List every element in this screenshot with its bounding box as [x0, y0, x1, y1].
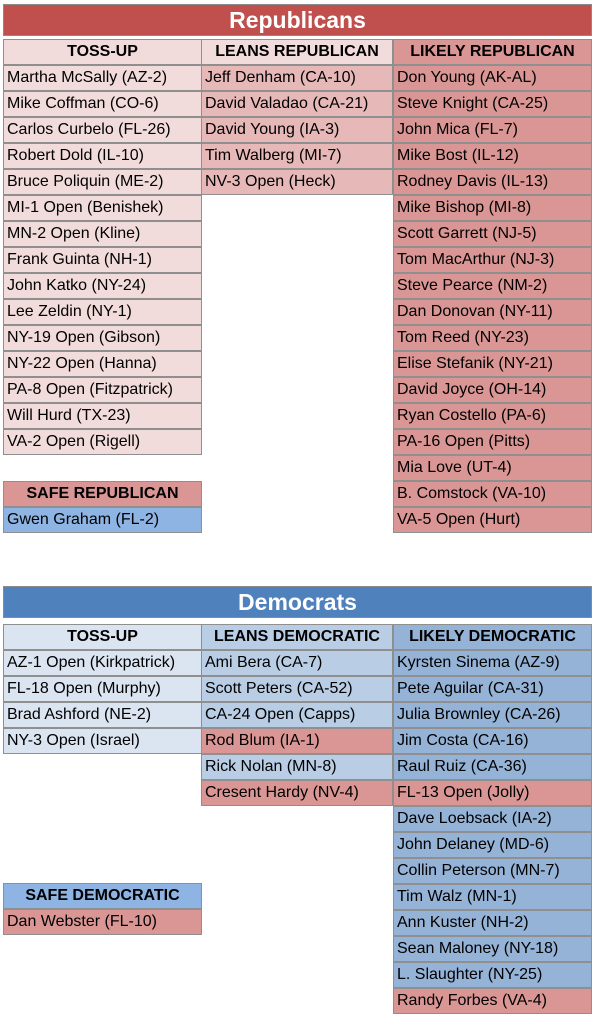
likely-seat: John Mica (FL-7) — [393, 117, 592, 143]
column-header-tossup: TOSS-UP — [3, 39, 202, 65]
tossup-seat: NY-22 Open (Hanna) — [3, 351, 202, 377]
leans-seat: Ami Bera (CA-7) — [201, 650, 393, 676]
tossup-seat: Mike Coffman (CO-6) — [3, 91, 202, 117]
tossup-seat: Frank Guinta (NH-1) — [3, 247, 202, 273]
column-header-leans: LEANS DEMOCRATIC — [201, 624, 393, 650]
likely-seat: Randy Forbes (VA-4) — [393, 988, 592, 1014]
tossup-seat: Lee Zeldin (NY-1) — [3, 299, 202, 325]
likely-seat: Julia Brownley (CA-26) — [393, 702, 592, 728]
leans-seat: Rick Nolan (MN-8) — [201, 754, 393, 780]
tossup-seat: MI-1 Open (Benishek) — [3, 195, 202, 221]
tossup-seat: Bruce Poliquin (ME-2) — [3, 169, 202, 195]
tossup-seat: NY-19 Open (Gibson) — [3, 325, 202, 351]
safe-seat: Gwen Graham (FL-2) — [3, 507, 202, 533]
safe-seat: Dan Webster (FL-10) — [3, 909, 202, 935]
tossup-seat: Martha McSally (AZ-2) — [3, 65, 202, 91]
likely-seat: Jim Costa (CA-16) — [393, 728, 592, 754]
republicans-title: Republicans — [3, 4, 592, 36]
leans-seat: Cresent Hardy (NV-4) — [201, 780, 393, 806]
likely-seat: Ann Kuster (NH-2) — [393, 910, 592, 936]
likely-seat: Tom MacArthur (NJ-3) — [393, 247, 592, 273]
likely-seat: David Joyce (OH-14) — [393, 377, 592, 403]
leans-seat: David Valadao (CA-21) — [201, 91, 393, 117]
likely-seat: FL-13 Open (Jolly) — [393, 780, 592, 806]
column-header-likely: LIKELY REPUBLICAN — [393, 39, 592, 65]
democrats-title: Democrats — [3, 586, 592, 618]
leans-seat: Tim Walberg (MI-7) — [201, 143, 393, 169]
tossup-seat: MN-2 Open (Kline) — [3, 221, 202, 247]
likely-seat: John Delaney (MD-6) — [393, 832, 592, 858]
likely-seat: Mia Love (UT-4) — [393, 455, 592, 481]
likely-seat: Collin Peterson (MN-7) — [393, 858, 592, 884]
leans-seat: David Young (IA-3) — [201, 117, 393, 143]
likely-seat: Rodney Davis (IL-13) — [393, 169, 592, 195]
likely-seat: Tim Walz (MN-1) — [393, 884, 592, 910]
tossup-seat: PA-8 Open (Fitzpatrick) — [3, 377, 202, 403]
likely-seat: Don Young (AK-AL) — [393, 65, 592, 91]
tossup-seat: NY-3 Open (Israel) — [3, 728, 202, 754]
leans-seat: CA-24 Open (Capps) — [201, 702, 393, 728]
likely-seat: Scott Garrett (NJ-5) — [393, 221, 592, 247]
column-header-likely: LIKELY DEMOCRATIC — [393, 624, 592, 650]
likely-seat: Steve Pearce (NM-2) — [393, 273, 592, 299]
likely-seat: Sean Maloney (NY-18) — [393, 936, 592, 962]
column-header-tossup: TOSS-UP — [3, 624, 202, 650]
leans-seat: Scott Peters (CA-52) — [201, 676, 393, 702]
likely-seat: Dan Donovan (NY-11) — [393, 299, 592, 325]
tossup-seat: John Katko (NY-24) — [3, 273, 202, 299]
tossup-seat: Brad Ashford (NE-2) — [3, 702, 202, 728]
likely-seat: B. Comstock (VA-10) — [393, 481, 592, 507]
column-header-leans: LEANS REPUBLICAN — [201, 39, 393, 65]
leans-seat: NV-3 Open (Heck) — [201, 169, 393, 195]
likely-seat: Steve Knight (CA-25) — [393, 91, 592, 117]
likely-seat: VA-5 Open (Hurt) — [393, 507, 592, 533]
leans-seat: Jeff Denham (CA-10) — [201, 65, 393, 91]
likely-seat: Kyrsten Sinema (AZ-9) — [393, 650, 592, 676]
likely-seat: L. Slaughter (NY-25) — [393, 962, 592, 988]
likely-seat: Ryan Costello (PA-6) — [393, 403, 592, 429]
tossup-seat: FL-18 Open (Murphy) — [3, 676, 202, 702]
safe-header: SAFE REPUBLICAN — [3, 481, 202, 507]
likely-seat: Pete Aguilar (CA-31) — [393, 676, 592, 702]
safe-header: SAFE DEMOCRATIC — [3, 883, 202, 909]
likely-seat: Elise Stefanik (NY-21) — [393, 351, 592, 377]
likely-seat: Dave Loebsack (IA-2) — [393, 806, 592, 832]
tossup-seat: Carlos Curbelo (FL-26) — [3, 117, 202, 143]
likely-seat: Raul Ruiz (CA-36) — [393, 754, 592, 780]
likely-seat: Mike Bishop (MI-8) — [393, 195, 592, 221]
likely-seat: Tom Reed (NY-23) — [393, 325, 592, 351]
tossup-seat: AZ-1 Open (Kirkpatrick) — [3, 650, 202, 676]
tossup-seat: Robert Dold (IL-10) — [3, 143, 202, 169]
tossup-seat: VA-2 Open (Rigell) — [3, 429, 202, 455]
leans-seat: Rod Blum (IA-1) — [201, 728, 393, 754]
likely-seat: Mike Bost (IL-12) — [393, 143, 592, 169]
tossup-seat: Will Hurd (TX-23) — [3, 403, 202, 429]
likely-seat: PA-16 Open (Pitts) — [393, 429, 592, 455]
